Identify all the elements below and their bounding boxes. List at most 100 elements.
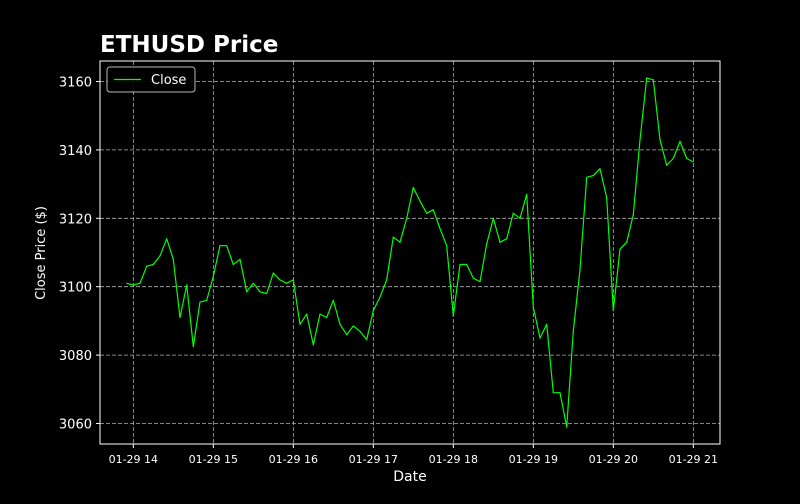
data-point bbox=[279, 279, 281, 281]
x-tick-label: 01-29 20 bbox=[589, 453, 638, 466]
data-point bbox=[539, 337, 541, 339]
data-point bbox=[466, 263, 468, 266]
chart-title: ETHUSD Price bbox=[100, 32, 278, 58]
data-point bbox=[266, 292, 268, 295]
data-point bbox=[472, 277, 474, 279]
data-point bbox=[439, 228, 441, 230]
data-point bbox=[519, 217, 521, 219]
data-point bbox=[646, 77, 648, 79]
data-point bbox=[639, 139, 641, 141]
data-point bbox=[652, 79, 654, 81]
data-point bbox=[226, 245, 228, 247]
data-point bbox=[126, 282, 128, 284]
x-tick-label: 01-29 19 bbox=[509, 453, 558, 466]
data-point bbox=[139, 282, 141, 284]
data-point bbox=[552, 392, 554, 394]
data-point bbox=[199, 301, 201, 303]
data-point bbox=[132, 284, 134, 286]
x-tick-label: 01-29 18 bbox=[429, 453, 478, 466]
data-point bbox=[206, 299, 208, 301]
data-point bbox=[312, 344, 314, 346]
data-point bbox=[186, 284, 188, 286]
data-point bbox=[379, 296, 381, 298]
data-point bbox=[606, 197, 608, 199]
data-point bbox=[479, 281, 481, 283]
data-point bbox=[426, 212, 428, 214]
x-axis-label: Date bbox=[393, 469, 426, 485]
data-point bbox=[566, 426, 568, 428]
data-point bbox=[672, 157, 674, 160]
data-point bbox=[326, 316, 328, 319]
data-point bbox=[599, 168, 601, 170]
data-point bbox=[372, 310, 374, 312]
data-point bbox=[179, 316, 181, 319]
data-point bbox=[246, 291, 248, 293]
data-point bbox=[419, 200, 421, 202]
x-tick-label: 01-29 16 bbox=[269, 453, 318, 466]
data-point bbox=[432, 209, 434, 211]
data-point bbox=[286, 282, 288, 284]
y-tick-label: 3140 bbox=[59, 144, 92, 159]
data-point bbox=[359, 330, 361, 332]
data-point bbox=[592, 175, 594, 177]
data-point bbox=[159, 255, 161, 257]
data-point bbox=[299, 323, 301, 325]
data-point bbox=[446, 245, 448, 247]
data-point bbox=[626, 241, 628, 243]
data-point bbox=[366, 339, 368, 341]
y-tick-label: 3120 bbox=[59, 212, 92, 227]
y-tick-label: 3160 bbox=[59, 76, 92, 91]
data-point bbox=[212, 275, 214, 277]
data-point bbox=[579, 269, 581, 271]
data-point bbox=[452, 315, 454, 317]
data-point bbox=[692, 161, 694, 163]
data-point bbox=[152, 263, 154, 266]
data-point bbox=[146, 265, 148, 267]
y-tick-label: 3100 bbox=[59, 281, 92, 296]
x-tick-label: 01-29 14 bbox=[109, 453, 158, 466]
x-tick-label: 01-29 17 bbox=[349, 453, 398, 466]
data-point bbox=[572, 330, 574, 332]
data-point bbox=[546, 323, 548, 325]
x-tick-label: 01-29 15 bbox=[189, 453, 238, 466]
data-point bbox=[412, 186, 414, 189]
x-tick-label: 01-29 21 bbox=[669, 453, 718, 466]
data-point bbox=[339, 323, 341, 325]
data-point bbox=[172, 258, 174, 260]
legend-box bbox=[106, 66, 196, 93]
data-point bbox=[399, 241, 401, 243]
data-point bbox=[166, 238, 168, 240]
data-point bbox=[352, 325, 354, 327]
y-axis-label: Close Price ($) bbox=[34, 206, 49, 300]
data-point bbox=[386, 279, 388, 281]
data-point bbox=[292, 279, 294, 281]
data-point bbox=[512, 212, 514, 214]
data-point bbox=[406, 217, 408, 219]
data-point bbox=[459, 263, 461, 266]
data-point bbox=[619, 248, 621, 250]
data-point bbox=[346, 334, 348, 336]
series-layer bbox=[126, 77, 694, 428]
data-point bbox=[272, 272, 274, 274]
data-point bbox=[666, 164, 668, 166]
data-point bbox=[499, 241, 501, 243]
legend-label-close: Close bbox=[151, 73, 186, 88]
data-point bbox=[332, 299, 334, 301]
data-point bbox=[319, 313, 321, 315]
data-point bbox=[586, 176, 588, 178]
data-point bbox=[392, 236, 394, 238]
data-point bbox=[679, 140, 681, 142]
data-point bbox=[532, 306, 534, 308]
data-point bbox=[252, 282, 254, 284]
data-point bbox=[659, 139, 661, 141]
axis-ticks: 01-29 14 01-29 15 01-29 16 01-29 17 01-29 18… bbox=[59, 76, 718, 466]
data-point bbox=[259, 291, 261, 293]
data-point bbox=[632, 214, 634, 216]
data-point bbox=[232, 263, 234, 266]
y-tick-label: 3080 bbox=[59, 349, 92, 364]
data-point bbox=[506, 238, 508, 240]
grid-lines bbox=[100, 61, 720, 444]
data-point bbox=[686, 157, 688, 160]
